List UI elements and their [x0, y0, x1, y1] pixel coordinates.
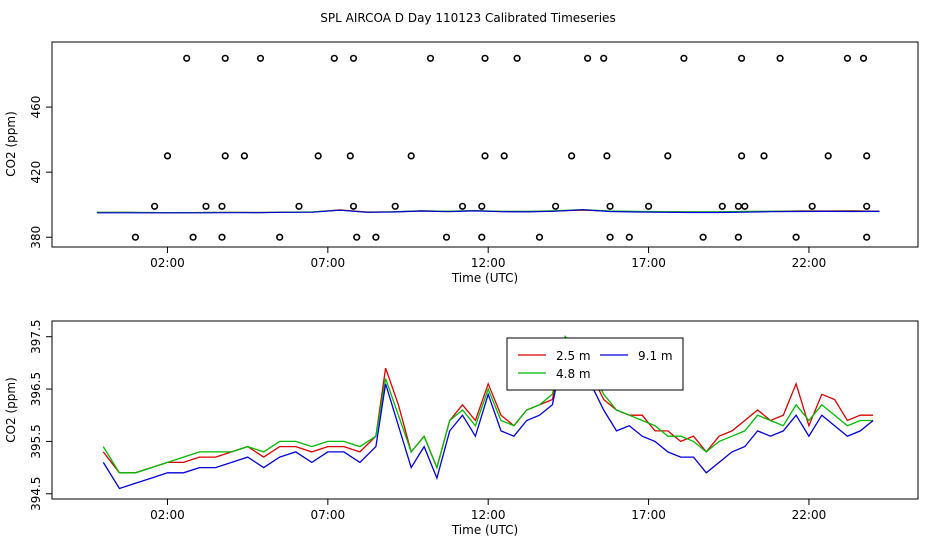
x-tick-label: 12:00	[471, 508, 506, 522]
panel-bottom-ylabel: CO2 (ppm)	[4, 377, 18, 443]
panel-top: 380 420 460 02:00 07:00 12:00 17:00 22:00 Time…	[4, 41, 919, 285]
data-point-marker	[551, 202, 560, 210]
series-line-9-1-m	[96, 209, 880, 214]
figure-title: SPL AIRCOA D Day 110123 Calibrated Times…	[320, 11, 615, 25]
panel-top-frame	[51, 41, 919, 248]
data-point-marker	[183, 54, 191, 62]
data-point-marker	[391, 202, 399, 210]
panel-top-xlabel: Time (UTC)	[451, 271, 518, 285]
data-point-marker	[843, 54, 852, 62]
data-point-marker	[737, 152, 746, 160]
data-point-marker	[349, 54, 358, 62]
data-point-marker	[256, 54, 265, 62]
data-point-marker	[734, 233, 743, 241]
data-point-marker	[603, 152, 611, 160]
data-point-marker	[163, 152, 172, 160]
data-point-marker	[221, 54, 229, 62]
data-point-marker	[218, 233, 226, 241]
data-point-marker	[151, 202, 159, 210]
y-tick-label: 460	[29, 96, 43, 119]
x-tick-label: 17:00	[631, 508, 666, 522]
data-point-marker	[680, 54, 688, 62]
data-point-marker	[353, 233, 361, 241]
data-point-marker	[131, 233, 139, 241]
legend-label-4-8m: 4.8 m	[556, 367, 591, 381]
data-point-marker	[535, 233, 544, 241]
data-point-marker	[859, 54, 868, 62]
y-tick-label: 420	[29, 161, 43, 184]
x-tick-label: 22:00	[792, 256, 827, 270]
data-point-marker	[741, 202, 749, 210]
data-point-marker	[314, 152, 322, 160]
data-point-marker	[625, 233, 633, 241]
x-tick-label: 22:00	[792, 508, 827, 522]
data-point-marker	[478, 233, 486, 241]
data-point-marker	[349, 202, 358, 210]
panel-bottom-xlabel: Time (UTC)	[451, 523, 518, 537]
x-tick-label: 02:00	[150, 256, 185, 270]
data-point-marker	[699, 233, 707, 241]
data-point-marker	[760, 152, 768, 160]
data-point-marker	[458, 202, 467, 210]
data-point-marker	[792, 233, 800, 241]
data-point-marker	[863, 202, 871, 210]
y-tick-label: 394.5	[29, 477, 43, 511]
data-point-marker	[863, 152, 871, 160]
legend-box	[506, 337, 684, 391]
x-tick-label: 07:00	[311, 508, 346, 522]
data-point-marker	[346, 152, 354, 160]
data-point-marker	[644, 202, 653, 210]
data-point-marker	[606, 233, 614, 241]
data-point-marker	[478, 202, 486, 210]
data-point-marker	[481, 152, 489, 160]
data-point-marker	[776, 54, 784, 62]
data-point-marker	[221, 152, 229, 160]
legend-label-2-5m: 2.5 m	[556, 349, 591, 363]
x-tick-label: 02:00	[150, 508, 185, 522]
x-tick-label: 12:00	[471, 256, 506, 270]
data-point-marker	[808, 202, 816, 210]
y-tick-label: 397.5	[29, 320, 43, 354]
panel-top-ylabel: CO2 (ppm)	[4, 111, 18, 177]
data-point-marker	[513, 54, 521, 62]
data-point-marker	[567, 152, 576, 160]
legend-label-9-1m: 9.1 m	[638, 349, 673, 363]
data-point-marker	[330, 54, 338, 62]
y-tick-label: 396.5	[29, 372, 43, 406]
y-tick-label: 395.5	[29, 424, 43, 458]
data-point-marker	[583, 54, 592, 62]
data-point-marker	[664, 152, 672, 160]
data-point-marker	[372, 233, 380, 241]
data-point-marker	[189, 233, 197, 241]
data-point-marker	[718, 202, 726, 210]
panel-bottom: 394.5 395.5 396.5 397.5 02:00 07:00 12:00 17:0…	[4, 320, 919, 537]
data-point-marker	[276, 233, 284, 241]
data-point-marker	[600, 54, 608, 62]
data-point-marker	[295, 202, 303, 210]
data-point-marker	[407, 152, 415, 160]
y-tick-label: 380	[29, 226, 43, 249]
data-point-marker	[500, 152, 508, 160]
legend: 2.5 m 4.8 m 9.1 m	[506, 337, 684, 391]
series-line-9-1-m	[102, 340, 874, 490]
data-point-marker	[202, 202, 210, 210]
series-line-4-8-m	[102, 335, 874, 474]
data-point-marker	[737, 54, 746, 62]
data-point-marker	[426, 54, 435, 62]
data-point-marker	[734, 202, 743, 210]
data-point-marker	[863, 233, 871, 241]
data-point-marker	[824, 152, 832, 160]
data-point-marker	[240, 152, 248, 160]
panel-bottom-frame	[51, 320, 919, 500]
data-point-marker	[481, 54, 489, 62]
x-tick-label: 17:00	[631, 256, 666, 270]
x-tick-label: 07:00	[311, 256, 346, 270]
data-point-marker	[218, 202, 226, 210]
data-point-marker	[606, 202, 614, 210]
data-point-marker	[442, 233, 451, 241]
